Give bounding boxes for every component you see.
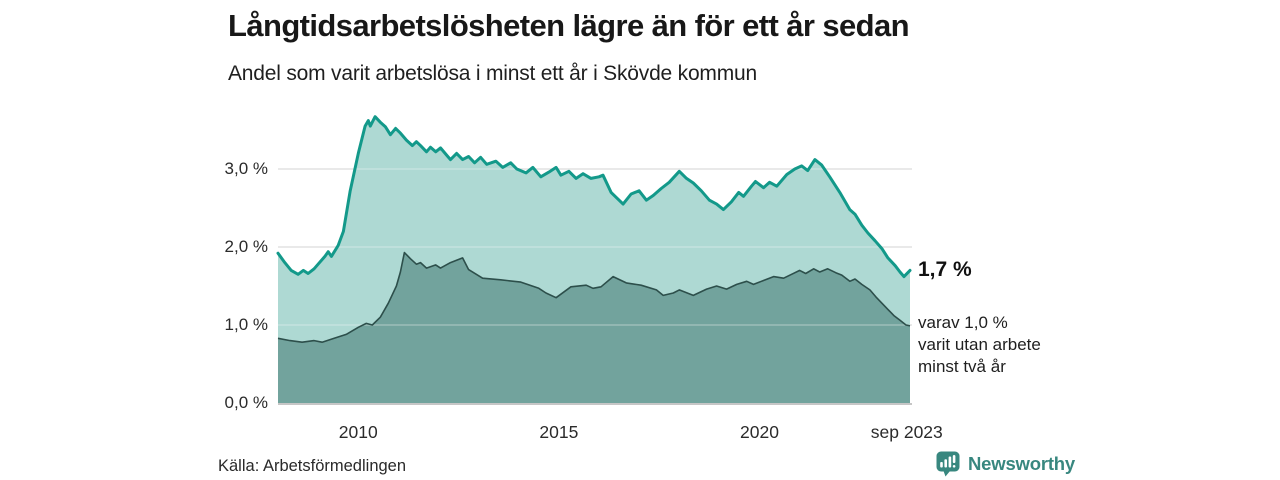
- y-axis-tick-label: 2,0 %: [224, 237, 268, 256]
- annotation-end-detail: varav 1,0 % varit utan arbete minst två …: [918, 312, 1041, 378]
- newsworthy-logo: Newsworthy: [936, 450, 1075, 478]
- newsworthy-logo-icon: [936, 451, 960, 477]
- annotation-end-value: 1,7 %: [918, 258, 972, 281]
- page-title: Långtidsarbetslösheten lägre än för ett …: [228, 8, 910, 43]
- x-axis-tick-label: sep 2023: [870, 422, 943, 442]
- x-axis-tick-label: 2015: [539, 422, 579, 442]
- series-line-one-year: [276, 115, 912, 279]
- x-axis-tick-label: 2020: [740, 422, 779, 442]
- y-axis-tick-label: 3,0 %: [224, 159, 268, 178]
- x-axis-tick-label: 2010: [338, 422, 378, 442]
- annotation-detail-line: varit utan arbete: [918, 335, 1041, 354]
- annotation-detail-line: minst två år: [918, 357, 1006, 376]
- y-axis-tick-label: 1,0 %: [224, 315, 268, 334]
- source-note: Källa: Arbetsförmedlingen: [218, 457, 407, 475]
- page-subtitle: Andel som varit arbetslösa i minst ett å…: [228, 62, 757, 85]
- series-area-two-years: [278, 252, 910, 403]
- area-chart: [276, 115, 912, 405]
- series-line-two-years: [277, 251, 911, 343]
- y-axis-tick-label: 0,0 %: [224, 393, 268, 412]
- newsworthy-logo-text: Newsworthy: [968, 453, 1075, 474]
- annotation-detail-line: varav 1,0 %: [918, 313, 1008, 332]
